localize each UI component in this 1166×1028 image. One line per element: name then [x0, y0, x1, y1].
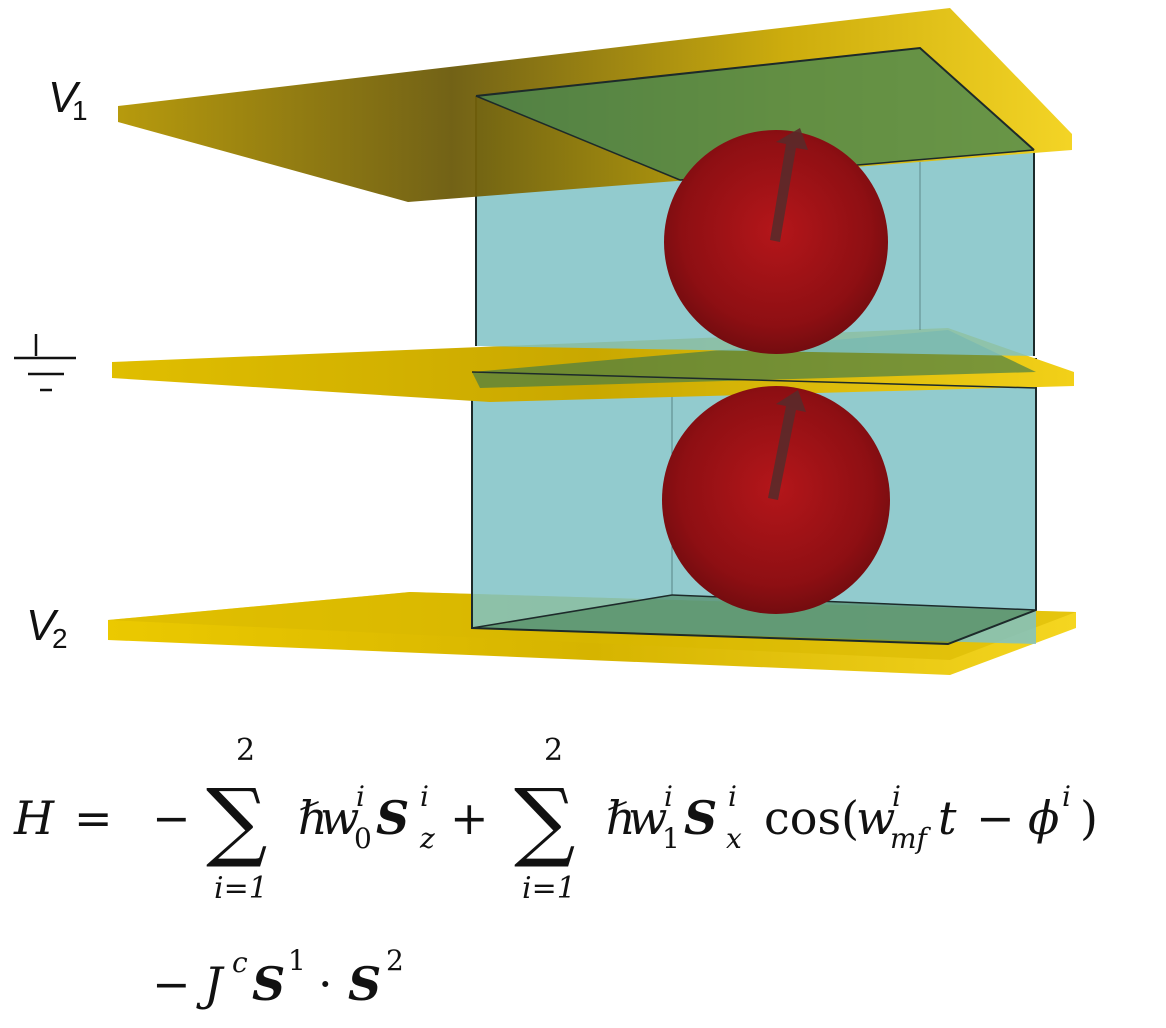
eq2-S1: S	[252, 957, 285, 1011]
label-v1: V 1	[48, 73, 88, 126]
sum2-symbol: ∑	[514, 771, 575, 871]
svg-text:1: 1	[662, 822, 680, 855]
lower-spin-arrow-icon	[768, 390, 806, 500]
eq-w0: w	[320, 791, 359, 845]
eq-hbar-1: ℏ	[298, 791, 328, 845]
eq-t: t	[938, 791, 957, 845]
eq-minus-1: −	[152, 791, 191, 845]
sum1-upper: 2	[236, 733, 255, 768]
eq-hbar-2: ℏ	[606, 791, 636, 845]
eq-minus-2: −	[976, 791, 1015, 845]
svg-text:x: x	[726, 822, 742, 855]
svg-text:V: V	[26, 601, 59, 650]
svg-text:z: z	[419, 822, 435, 855]
eq-phi: ϕ	[1028, 791, 1059, 845]
ground-icon	[14, 334, 76, 392]
eq-lhs-H: H	[13, 791, 55, 845]
eq-Sz: S	[376, 791, 409, 845]
eq2-J: J	[196, 957, 225, 1011]
eq2-S2: S	[348, 957, 381, 1011]
hamiltonian-equation: H = − 2 ∑ i=1 ℏ w i 0 S i z + 2 ∑ i=1 ℏ …	[13, 733, 1098, 1011]
sum1-symbol: ∑	[206, 771, 267, 871]
svg-text:mf: mf	[890, 822, 932, 855]
eq-wmf: w	[856, 791, 895, 845]
eq-cos: cos(	[764, 791, 859, 845]
svg-text:0: 0	[354, 822, 372, 855]
svg-text:c: c	[232, 946, 248, 979]
svg-text:1: 1	[72, 95, 88, 126]
eq2-minus: −	[152, 957, 191, 1011]
eq-close-paren: )	[1080, 791, 1098, 845]
svg-text:1: 1	[288, 944, 306, 977]
sum2-lower: i=1	[522, 871, 576, 906]
upper-spin-sphere	[664, 128, 888, 354]
svg-text:i: i	[356, 780, 365, 813]
eq2-dot: ·	[318, 957, 333, 1011]
label-v2: V 2	[26, 601, 68, 654]
svg-text:V: V	[48, 73, 81, 122]
sum2-upper: 2	[544, 733, 563, 768]
sum1-lower: i=1	[214, 871, 268, 906]
svg-text:i: i	[664, 780, 673, 813]
svg-text:2: 2	[386, 944, 404, 977]
upper-spin-arrow-icon	[770, 128, 808, 242]
lower-spin-sphere	[662, 386, 890, 614]
eq-equals: =	[74, 791, 113, 845]
eq-Sx: S	[684, 791, 717, 845]
svg-text:i: i	[1062, 780, 1071, 813]
eq-plus: +	[450, 791, 489, 845]
eq-w1: w	[628, 791, 667, 845]
svg-text:i: i	[728, 780, 737, 813]
svg-text:2: 2	[52, 623, 68, 654]
svg-text:i: i	[420, 780, 429, 813]
svg-text:i: i	[892, 780, 901, 813]
